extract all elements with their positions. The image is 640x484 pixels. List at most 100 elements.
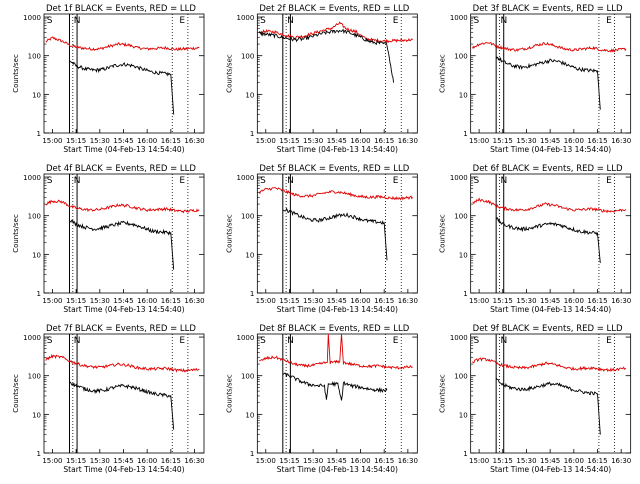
x-tick-label: 15:00	[256, 457, 276, 465]
plot-frame	[256, 173, 418, 294]
lld-series-line	[45, 353, 200, 373]
x-tick-label: 15:15	[66, 457, 86, 465]
x-tick-label: 15:45	[113, 457, 133, 465]
y-tick-label: 1000	[23, 14, 41, 22]
events-series-line	[69, 381, 175, 430]
marker-label-s: S	[260, 336, 266, 346]
x-tick-label: 15:00	[42, 137, 62, 145]
lld-series-line	[472, 41, 627, 53]
panel-det-8: Det 8f BLACK = Events, RED = LLD 1 10 100 10…	[225, 324, 418, 474]
marker-label-s: S	[47, 176, 53, 186]
x-tick-label: 15:00	[256, 297, 276, 305]
x-tick-label: 15:30	[303, 137, 323, 145]
x-tick-label: 16:15	[374, 297, 394, 305]
plot-frame	[43, 333, 205, 454]
panel-det-1: Det 1f BLACK = Events, RED = LLD 1 10 100 10…	[12, 4, 205, 154]
x-tick-label: 15:45	[327, 137, 347, 145]
x-tick-label: 15:00	[42, 297, 62, 305]
x-tick-label: 15:15	[493, 297, 513, 305]
x-tick-label: 16:30	[611, 457, 631, 465]
y-tick-label: 1	[250, 290, 254, 298]
marker-label-e: E	[179, 336, 185, 346]
marker-label-e: E	[179, 16, 185, 26]
x-tick-label: 16:15	[374, 457, 394, 465]
marker-label-e: E	[393, 336, 399, 346]
x-tick-label: 16:30	[184, 297, 204, 305]
x-tick-label: 15:00	[469, 137, 489, 145]
x-tick-label: 15:30	[516, 297, 536, 305]
x-tick-label: 15:15	[493, 457, 513, 465]
x-tick-label: 16:30	[611, 297, 631, 305]
y-tick-label: 10	[32, 251, 41, 259]
events-series-line	[282, 372, 388, 401]
panel-det-5: Det 5f BLACK = Events, RED = LLD 1 10 100 10…	[225, 164, 418, 314]
y-tick-label: 100	[454, 213, 467, 221]
x-tick-label: 16:00	[350, 137, 370, 145]
events-series-line	[258, 28, 395, 83]
x-axis-label: Start Time (04-Feb-13 14:54:40)	[490, 305, 611, 314]
plot-frame	[470, 333, 632, 454]
lld-series-line	[258, 333, 413, 370]
x-tick-label: 16:00	[564, 457, 584, 465]
y-tick-label: 100	[454, 53, 467, 61]
x-tick-label: 16:30	[184, 137, 204, 145]
y-tick-label: 1000	[23, 334, 41, 342]
x-axis-label: Start Time (04-Feb-13 14:54:40)	[63, 305, 184, 314]
plot-frame	[470, 173, 632, 294]
marker-label-e: E	[606, 176, 612, 186]
x-tick-label: 16:00	[350, 297, 370, 305]
y-tick-label: 10	[32, 91, 41, 99]
marker-label-s: S	[260, 16, 266, 26]
y-axis-label: Counts/sec	[12, 374, 20, 413]
x-axis-label: Start Time (04-Feb-13 14:54:40)	[490, 145, 611, 154]
x-tick-label: 15:00	[42, 457, 62, 465]
y-tick-label: 1000	[450, 334, 468, 342]
y-tick-label: 100	[454, 373, 467, 381]
marker-label-n: N	[500, 176, 507, 186]
x-tick-label: 15:30	[516, 137, 536, 145]
marker-label-e: E	[606, 16, 612, 26]
x-tick-label: 15:15	[66, 297, 86, 305]
y-tick-label: 10	[32, 411, 41, 419]
x-tick-label: 16:00	[350, 457, 370, 465]
y-tick-label: 100	[241, 213, 254, 221]
x-tick-label: 15:45	[327, 297, 347, 305]
y-axis-label: Counts/sec	[439, 54, 447, 93]
events-series-line	[282, 207, 388, 261]
x-tick-label: 16:15	[161, 297, 181, 305]
panel-title: Det 7f BLACK = Events, RED = LLD	[46, 324, 196, 334]
marker-label-n: N	[74, 16, 81, 26]
y-tick-label: 100	[28, 373, 41, 381]
y-tick-label: 10	[245, 91, 254, 99]
y-tick-label: 10	[459, 411, 468, 419]
marker-label-e: E	[393, 16, 399, 26]
panel-title: Det 3f BLACK = Events, RED = LLD	[473, 4, 623, 14]
y-axis-label: Counts/sec	[439, 374, 447, 413]
panel-title: Det 1f BLACK = Events, RED = LLD	[46, 4, 196, 14]
y-tick-label: 1	[250, 450, 254, 458]
marker-label-e: E	[393, 176, 399, 186]
y-tick-label: 100	[241, 373, 254, 381]
panel-title: Det 6f BLACK = Events, RED = LLD	[473, 164, 623, 174]
y-axis-label: Counts/sec	[12, 214, 20, 253]
x-tick-label: 16:15	[161, 457, 181, 465]
events-series-line	[69, 60, 175, 115]
panel-det-6: Det 6f BLACK = Events, RED = LLD 1 10 100 10…	[439, 164, 632, 314]
x-tick-label: 15:15	[279, 297, 299, 305]
x-tick-label: 16:15	[587, 297, 607, 305]
x-tick-label: 15:30	[303, 457, 323, 465]
y-tick-label: 100	[241, 53, 254, 61]
x-tick-label: 16:15	[587, 457, 607, 465]
marker-label-e: E	[179, 176, 185, 186]
plot-frame	[470, 13, 632, 134]
x-tick-label: 15:30	[90, 297, 110, 305]
x-axis-label: Start Time (04-Feb-13 14:54:40)	[490, 465, 611, 474]
plot-frame	[256, 13, 418, 134]
y-tick-label: 100	[28, 53, 41, 61]
x-axis-label: Start Time (04-Feb-13 14:54:40)	[277, 145, 398, 154]
x-tick-label: 15:15	[279, 457, 299, 465]
y-tick-label: 100	[28, 213, 41, 221]
x-tick-label: 16:15	[374, 137, 394, 145]
panel-title: Det 5f BLACK = Events, RED = LLD	[259, 164, 409, 174]
